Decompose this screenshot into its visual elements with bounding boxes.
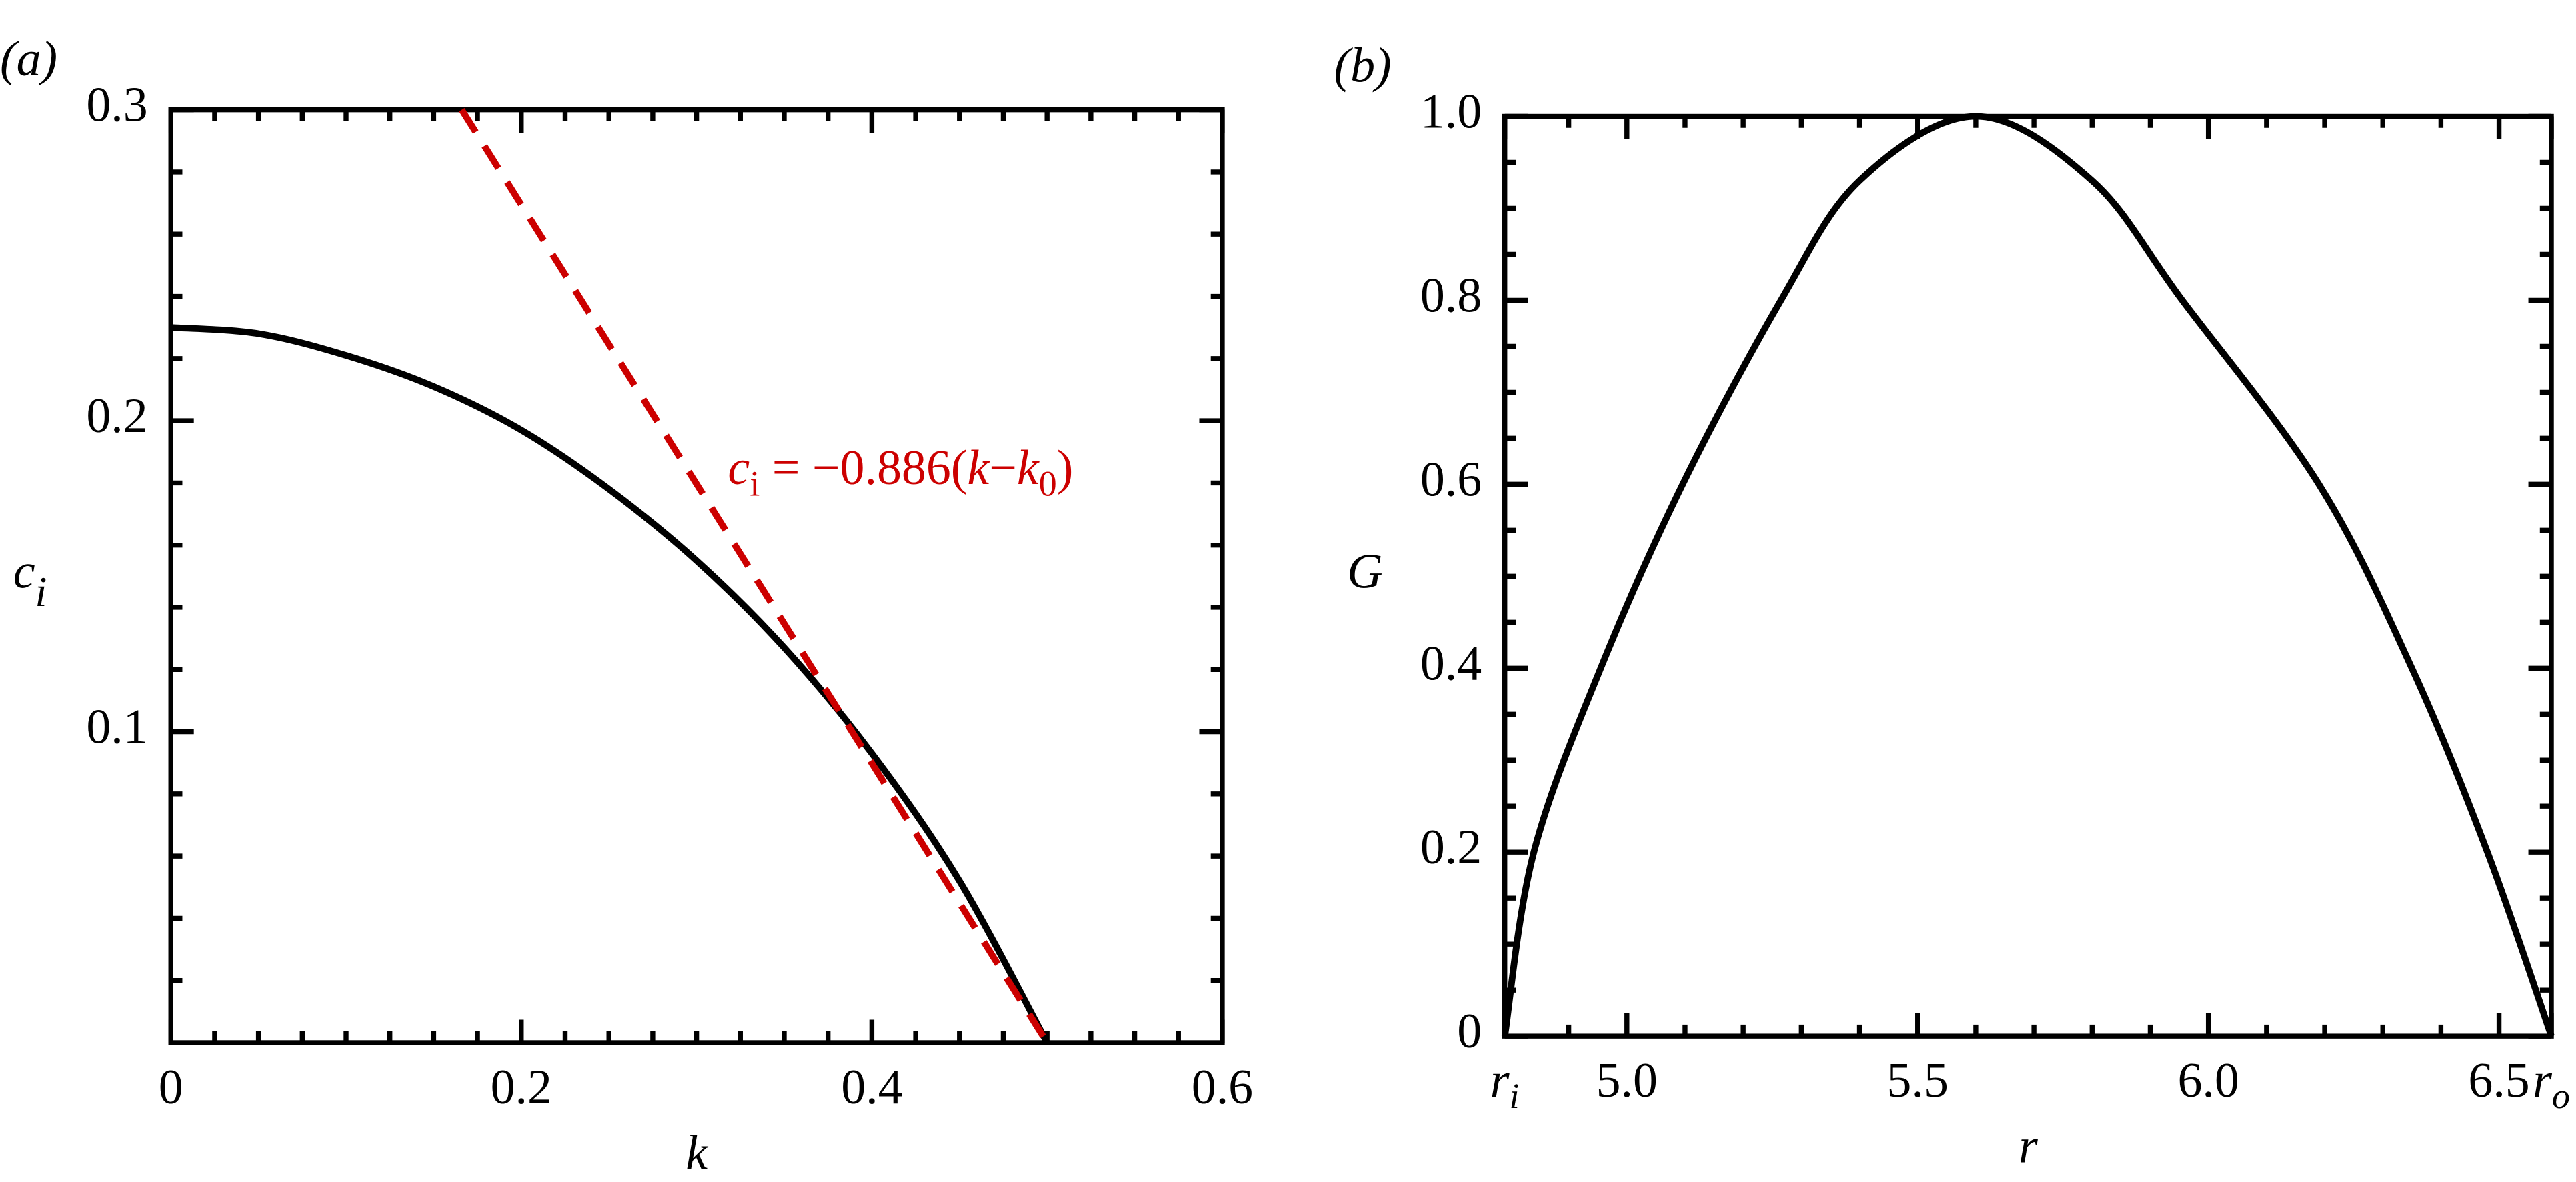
- y-tick-label: 0.4: [1420, 635, 1482, 690]
- y-tick-label: 0.1: [86, 699, 147, 754]
- x-tick-label: 6.0: [2177, 1053, 2239, 1107]
- x-tick-label: 0.4: [841, 1059, 902, 1114]
- annotation-part: k: [967, 440, 990, 495]
- x-tick-label: 5.5: [1887, 1053, 1949, 1107]
- y-tick-label: 1.0: [1420, 83, 1482, 138]
- y-axis-label: ci: [13, 543, 47, 615]
- y-axis-label: G: [1347, 543, 1382, 598]
- plot-frame: [1502, 113, 2554, 1039]
- y-tick-label-text: 1.0: [1420, 83, 1482, 138]
- y-tick-label-text: 0: [1457, 1003, 1482, 1058]
- x-tick-label-text: 0.4: [841, 1059, 902, 1114]
- plot-frame: [168, 107, 1225, 1045]
- x-tick-label-text: 0: [159, 1059, 183, 1114]
- y-tick-label-text: 0.2: [1420, 819, 1482, 874]
- annotation-part: ): [1057, 440, 1074, 495]
- x-tick-label: 0: [159, 1059, 183, 1114]
- annotation-part: −: [989, 440, 1017, 495]
- y-axis-label-text: G: [1347, 543, 1382, 598]
- x-tick-label-text: 6.5: [2468, 1053, 2529, 1107]
- x-tick-label: 0.6: [1192, 1059, 1253, 1114]
- y-tick-label: 0.3: [86, 77, 147, 132]
- y-tick-label-text: 0.8: [1420, 267, 1482, 322]
- y-axis-label-sub: i: [35, 568, 47, 615]
- x-tick-label-sub: i: [1510, 1077, 1520, 1117]
- y-tick-label: 0.6: [1420, 451, 1482, 506]
- x-tick-label: 0.2: [491, 1059, 552, 1114]
- annotation: ci = −0.886(k−k0): [728, 440, 1073, 504]
- y-tick-label: 0.2: [86, 388, 147, 443]
- y-axis-label-text: c: [13, 543, 35, 598]
- x-axis-label: k: [686, 1125, 708, 1179]
- x-tick-label-text: 0.6: [1192, 1059, 1253, 1114]
- annotation-part: i: [750, 464, 760, 504]
- annotation-part: = −0.886(: [760, 440, 967, 495]
- y-tick-label-text: 0.1: [86, 699, 147, 754]
- y-tick-label: 0.8: [1420, 267, 1482, 322]
- y-tick-label-text: 0.2: [86, 388, 147, 443]
- x-tick-label-text: 0.2: [491, 1059, 552, 1114]
- y-tick-label: 0.2: [1420, 819, 1482, 874]
- x-tick-label-sub: o: [2552, 1077, 2570, 1117]
- y-tick-label: 0: [1457, 1003, 1482, 1058]
- x-tick-label: 6.5: [2468, 1053, 2529, 1107]
- x-tick-label-text: 5.5: [1887, 1053, 1949, 1107]
- data-line: [170, 324, 1050, 1045]
- x-tick-label: 5.0: [1596, 1053, 1658, 1107]
- x-tick-label: ri: [1490, 1053, 1520, 1117]
- x-tick-label-text: 5.0: [1596, 1053, 1658, 1107]
- y-tick-label-text: 0.4: [1420, 635, 1482, 690]
- x-tick-label-text: r: [2533, 1053, 2552, 1107]
- annotation-part: k: [1017, 440, 1040, 495]
- x-axis-label: r: [2019, 1119, 2038, 1173]
- panel-label: (b): [1334, 37, 1391, 92]
- panel-label: (a): [0, 31, 57, 86]
- x-tick-label: ro: [2533, 1053, 2570, 1117]
- data-line: [1501, 113, 2555, 1037]
- x-tick-label-text: 6.0: [2177, 1053, 2239, 1107]
- annotation-part: c: [728, 440, 750, 495]
- annotation-part: 0: [1039, 464, 1057, 504]
- data-line: [459, 108, 1050, 1045]
- y-tick-label-text: 0.3: [86, 77, 147, 132]
- y-tick-label-text: 0.6: [1420, 451, 1482, 506]
- x-tick-label-text: r: [1490, 1053, 1510, 1107]
